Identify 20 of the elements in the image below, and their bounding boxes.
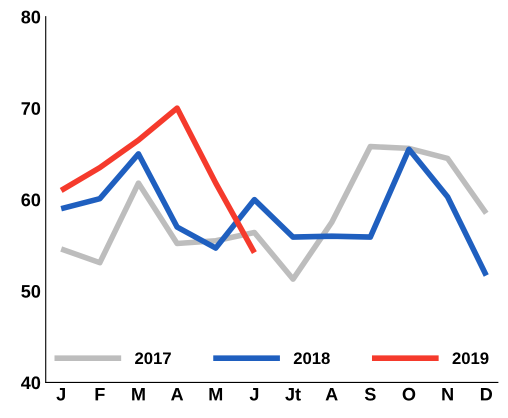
legend-label: 2017 xyxy=(135,352,171,364)
y-tick-label: 80 xyxy=(21,10,40,24)
x-tick-label: M xyxy=(209,388,222,400)
x-tick-label: D xyxy=(480,388,492,400)
x-tick-label: M xyxy=(132,388,145,400)
legend-label: 2019 xyxy=(452,352,488,364)
y-tick-label: 40 xyxy=(21,376,40,390)
x-tick-label: F xyxy=(96,388,105,400)
x-tick-label: N xyxy=(442,388,453,400)
legend-label: 2018 xyxy=(294,352,330,364)
x-tick-label: A xyxy=(171,388,184,400)
y-tick-label: 70 xyxy=(22,102,40,115)
x-tick-label: S xyxy=(364,388,376,401)
x-tick-label: O xyxy=(402,388,416,401)
x-tick-label: A xyxy=(326,388,338,400)
x-tick-label: Jt xyxy=(285,388,301,401)
y-tick-label: 60 xyxy=(21,194,40,206)
x-tick-label: J xyxy=(56,388,65,401)
y-tick-label: 50 xyxy=(21,284,40,298)
x-tick-label: J xyxy=(250,388,258,401)
